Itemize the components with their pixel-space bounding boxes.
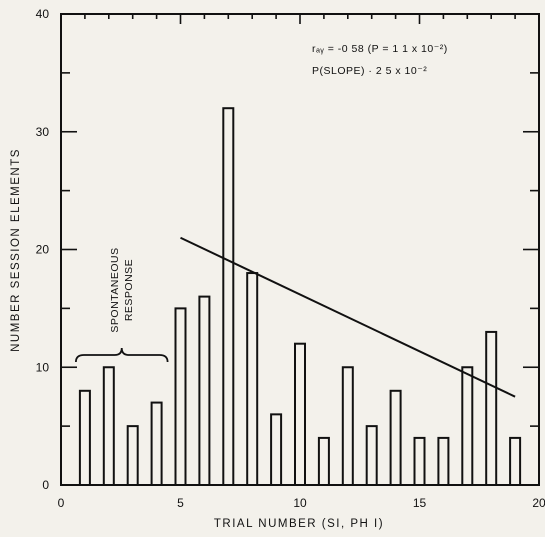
bar-trial-7 (222, 107, 235, 486)
y-tick-label: 0 (42, 478, 49, 492)
y-axis-title: NUMBER SESSION ELEMENTS (10, 148, 22, 352)
bar-trial-6 (198, 295, 211, 486)
bar-trial-8 (246, 272, 259, 486)
bar-trial-3 (126, 425, 139, 486)
spontaneous-response-bracket (75, 347, 169, 363)
y-tick-label: 30 (36, 125, 50, 139)
trend-line (180, 236, 516, 398)
bar-trial-13 (365, 425, 378, 486)
bar-trial-17 (461, 366, 474, 486)
bar-trial-2 (102, 366, 115, 486)
y-tick-label: 10 (36, 360, 50, 374)
x-tick-label: 10 (293, 496, 307, 510)
bar-trial-12 (341, 366, 354, 486)
bar-trial-14 (389, 389, 402, 486)
y-tick-label: 40 (36, 7, 50, 21)
bars (78, 107, 522, 487)
bar-trial-18 (485, 330, 498, 486)
x-tick-label: 5 (177, 496, 184, 510)
bar-trial-4 (150, 401, 163, 487)
bar-trial-1 (78, 389, 91, 486)
bar-trial-5 (174, 307, 187, 486)
correlation-stat: rₐᵧ = -0 58 (P = 1 1 x 10⁻²) (312, 43, 448, 55)
bracket-label-line1: SPONTANEOUS (109, 247, 121, 332)
slope-stat: P(SLOPE) · 2 5 x 10⁻² (312, 65, 427, 77)
x-tick-label: 20 (532, 496, 545, 510)
bar-trial-19 (509, 436, 522, 486)
x-axis-title: TRIAL NUMBER (SI, PH I) (214, 518, 384, 530)
x-tick-label: 0 (58, 496, 65, 510)
axis-ticks (61, 14, 539, 427)
x-tick-label: 15 (413, 496, 427, 510)
bar-trial-16 (437, 436, 450, 486)
bar-trial-11 (317, 436, 330, 486)
plot-frame (60, 13, 540, 486)
tick-labels: 0 10 20 30 40 0 5 10 15 20 (36, 7, 545, 510)
y-tick-label: 20 (36, 243, 50, 257)
bracket-label-line2: RESPONSE (123, 259, 135, 321)
bar-trial-9 (270, 413, 283, 487)
bar-trial-15 (413, 436, 426, 486)
bar-trial-10 (294, 342, 306, 487)
